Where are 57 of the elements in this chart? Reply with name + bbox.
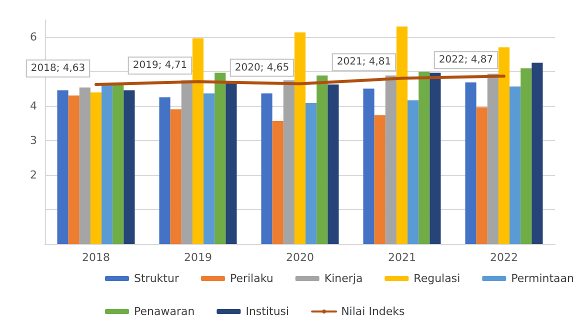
bar [68, 95, 80, 244]
bar [272, 120, 284, 244]
bar [90, 92, 102, 244]
x-tick-label: 2020 [286, 251, 314, 264]
x-tick-label: 2018 [82, 251, 110, 264]
bar [159, 97, 170, 244]
y-tick-label: 2 [30, 168, 37, 182]
bar [261, 93, 272, 244]
bar [102, 84, 113, 244]
bar [214, 72, 226, 244]
x-tick-label: 2019 [184, 251, 212, 264]
legend-label: Penawaran [134, 305, 195, 318]
bar [498, 47, 510, 244]
bar [385, 75, 396, 244]
bar [283, 80, 294, 244]
bar [79, 88, 90, 244]
bar [226, 82, 237, 244]
bar [476, 107, 488, 244]
bar [532, 62, 543, 244]
bar [465, 82, 476, 244]
bar [124, 90, 135, 244]
data-label: 2021; 4,81 [336, 56, 392, 68]
bar [430, 72, 441, 244]
legend-label: Kinerja [324, 272, 363, 285]
x-tick-label: 2022 [490, 251, 518, 264]
bar [204, 93, 215, 244]
bar [294, 32, 306, 244]
bar [374, 115, 386, 244]
bar [396, 26, 408, 244]
bar [328, 84, 339, 244]
data-label: 2022; 4,87 [438, 54, 494, 66]
bar [316, 75, 328, 244]
bar [112, 84, 124, 244]
legend-label: Institusi [246, 305, 290, 318]
bar [306, 103, 317, 244]
bar [170, 109, 182, 244]
data-label: 2019; 4,71 [132, 60, 188, 72]
bar [57, 90, 68, 244]
y-tick-label: 4 [30, 100, 37, 113]
bar [520, 68, 532, 244]
bar [510, 86, 521, 244]
line-series [94, 74, 506, 86]
bar [192, 38, 204, 244]
legend-label: Struktur [134, 272, 180, 285]
y-tick-label: 3 [30, 134, 37, 148]
bar [363, 88, 374, 244]
bar [408, 100, 419, 244]
legend-label: Perilaku [230, 272, 274, 285]
legend-label: Nilai Indeks [341, 305, 406, 318]
bar [487, 74, 498, 244]
data-label: 2018; 4,63 [30, 62, 86, 74]
data-label: 2020; 4,65 [234, 62, 290, 74]
legend-label: Regulasi [414, 272, 460, 285]
legend-label: Permintaan [511, 272, 574, 285]
x-tick-label: 2021 [388, 251, 416, 264]
y-tick-label: 6 [30, 30, 37, 44]
bar [418, 72, 430, 244]
